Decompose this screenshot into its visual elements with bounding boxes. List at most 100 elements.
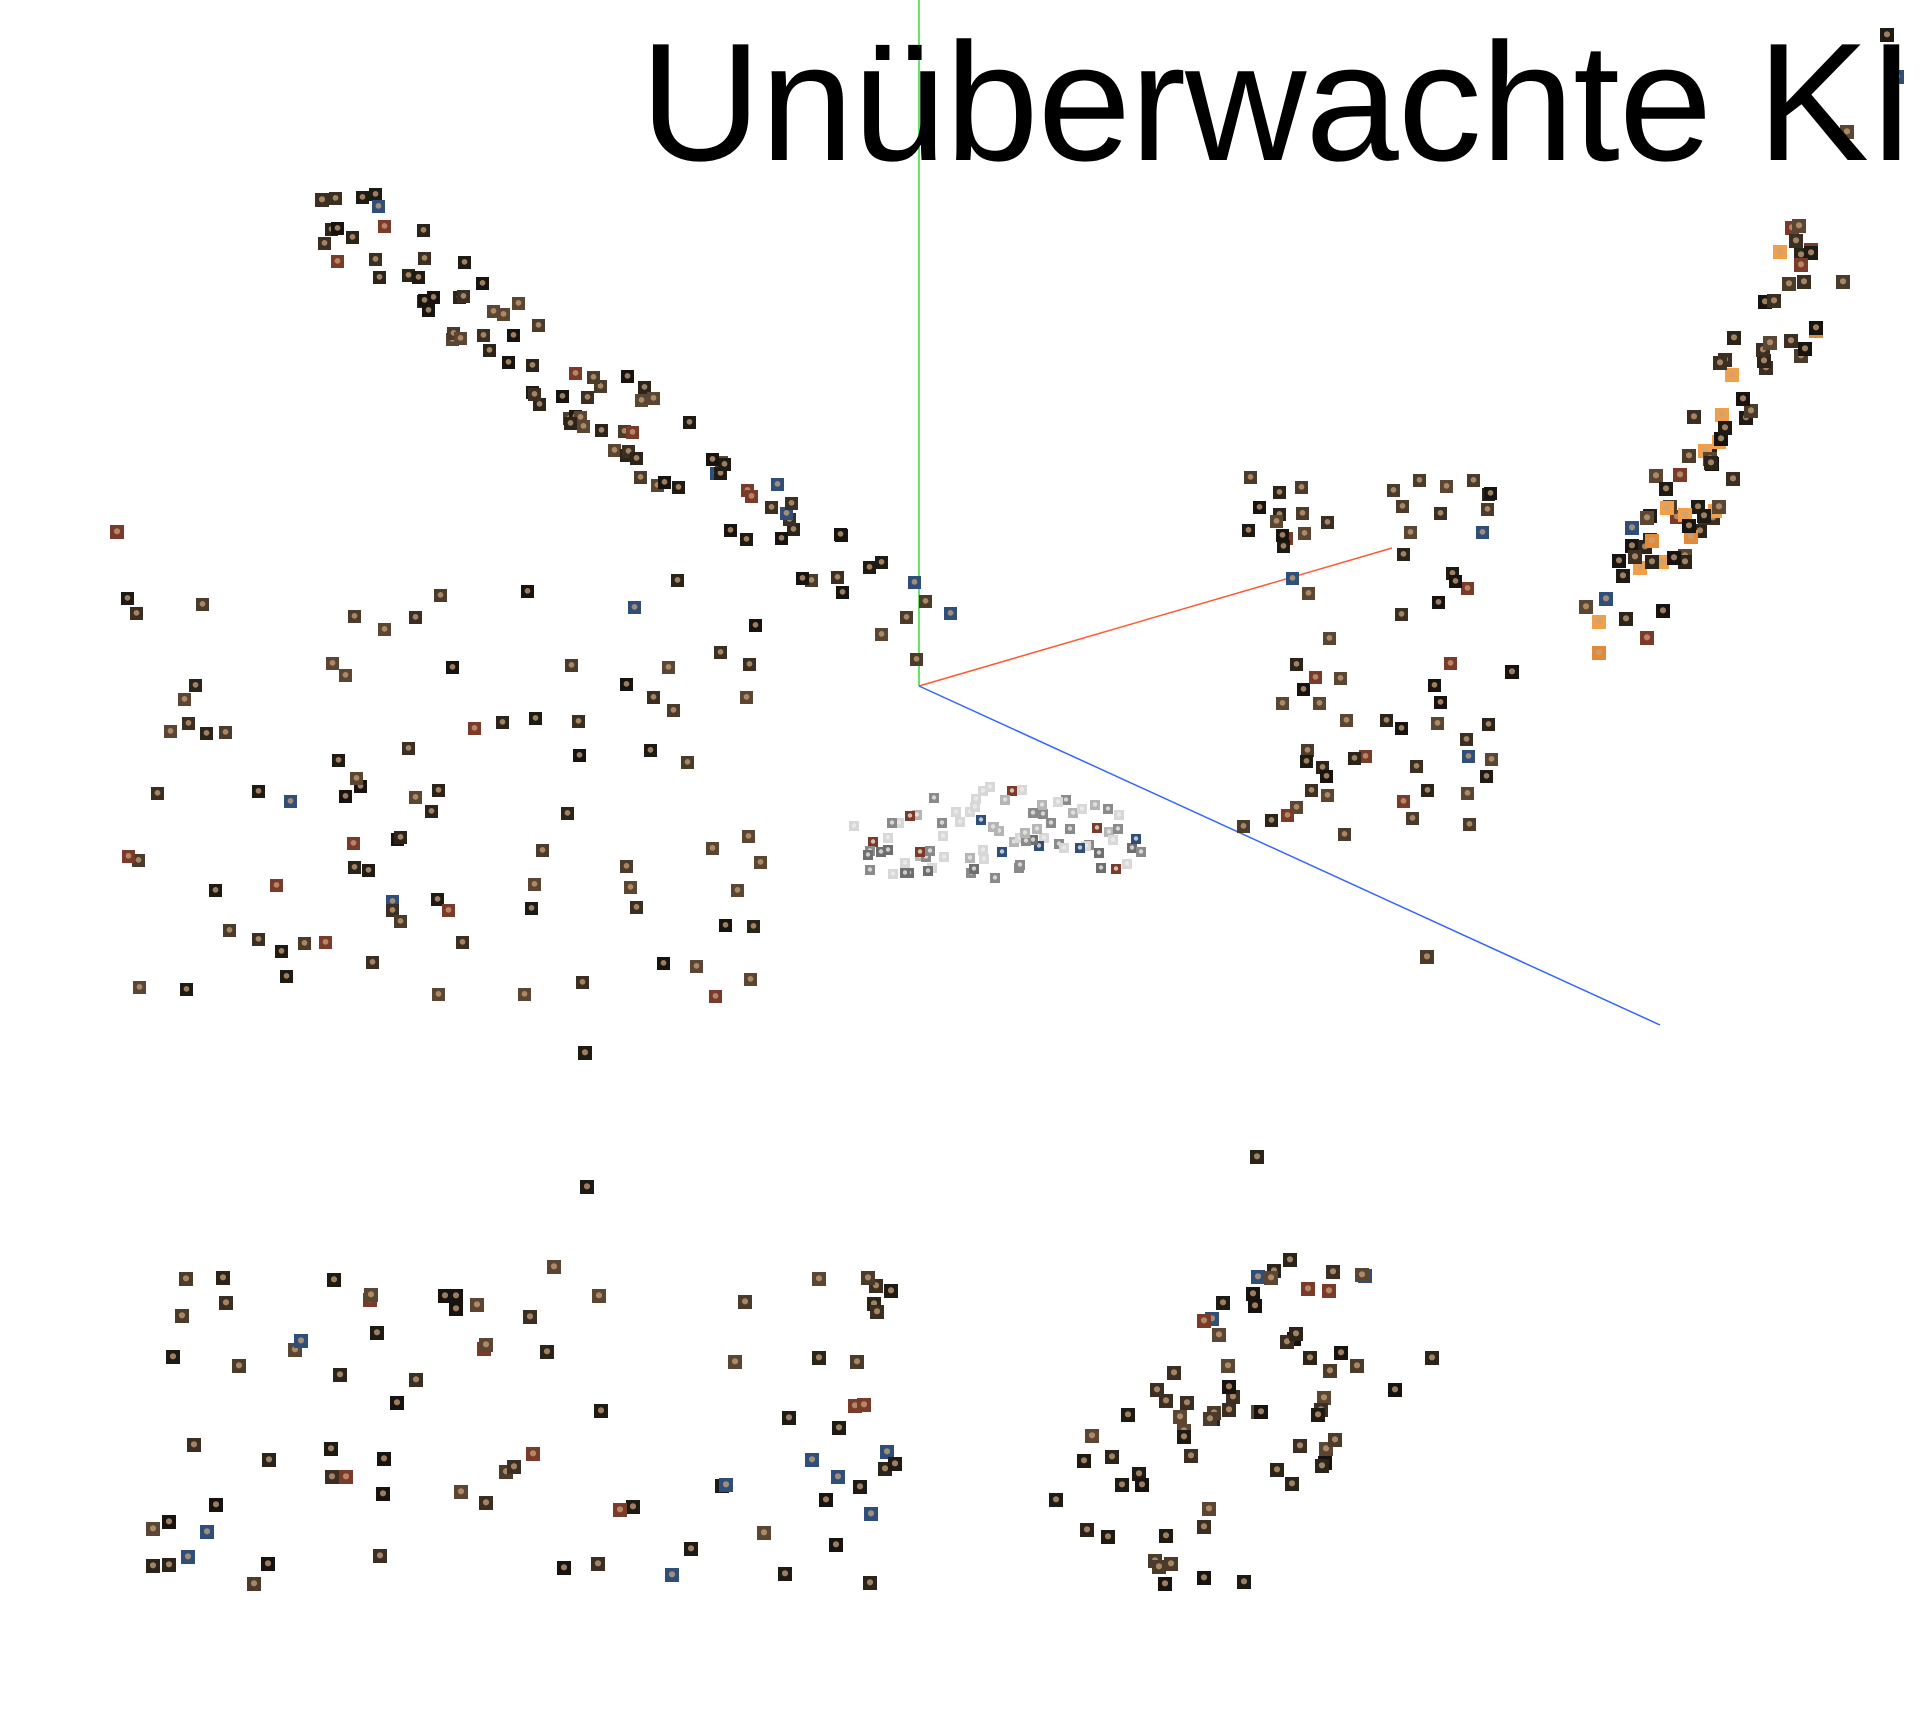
image-thumbnail-point[interactable] — [232, 1359, 246, 1373]
image-thumbnail-point[interactable] — [978, 786, 988, 796]
image-thumbnail-point[interactable] — [502, 356, 515, 369]
image-thumbnail-point[interactable] — [771, 478, 784, 491]
image-thumbnail-point[interactable] — [876, 847, 886, 857]
image-thumbnail-point[interactable] — [377, 1452, 391, 1466]
image-thumbnail-point[interactable] — [569, 367, 582, 380]
image-thumbnail-point[interactable] — [1784, 334, 1798, 348]
image-thumbnail-point[interactable] — [394, 915, 407, 928]
image-thumbnail-point[interactable] — [166, 1350, 180, 1364]
image-thumbnail-point[interactable] — [910, 653, 923, 666]
image-thumbnail-point[interactable] — [572, 715, 585, 728]
image-thumbnail-point[interactable] — [1763, 336, 1777, 350]
image-thumbnail-point[interactable] — [458, 256, 471, 269]
image-thumbnail-point[interactable] — [533, 398, 546, 411]
image-thumbnail-point[interactable] — [1794, 258, 1808, 272]
image-thumbnail-point[interactable] — [146, 1559, 160, 1573]
image-thumbnail-point[interactable] — [863, 850, 873, 860]
image-thumbnail-point[interactable] — [1348, 752, 1361, 765]
image-thumbnail-point[interactable] — [1880, 28, 1894, 42]
image-thumbnail-point[interactable] — [658, 476, 671, 489]
image-thumbnail-point[interactable] — [1599, 592, 1613, 606]
image-thumbnail-point[interactable] — [442, 904, 455, 917]
image-thumbnail-point[interactable] — [556, 390, 569, 403]
image-thumbnail-point[interactable] — [1625, 521, 1639, 535]
image-thumbnail-point[interactable] — [738, 1295, 752, 1309]
image-thumbnail-point[interactable] — [573, 749, 586, 762]
image-thumbnail-point[interactable] — [1619, 612, 1633, 626]
image-thumbnail-point[interactable] — [613, 1503, 627, 1517]
image-thumbnail-point[interactable] — [1021, 836, 1031, 846]
image-thumbnail-point[interactable] — [1782, 277, 1796, 291]
image-thumbnail-point[interactable] — [1397, 795, 1410, 808]
image-thumbnail-point[interactable] — [1108, 835, 1118, 845]
image-thumbnail-point[interactable] — [1649, 469, 1663, 483]
image-thumbnail-point[interactable] — [1682, 519, 1696, 533]
image-thumbnail-point[interactable] — [757, 1526, 771, 1540]
image-thumbnail-point[interactable] — [1767, 294, 1781, 308]
image-thumbnail-point[interactable] — [1237, 820, 1250, 833]
image-thumbnail-point[interactable] — [944, 607, 957, 620]
image-thumbnail-point[interactable] — [409, 611, 422, 624]
image-thumbnail-point[interactable] — [1276, 697, 1289, 710]
image-thumbnail-point[interactable] — [1328, 1433, 1342, 1447]
image-thumbnail-point[interactable] — [1431, 717, 1444, 730]
image-thumbnail-point[interactable] — [1301, 1282, 1315, 1296]
image-thumbnail-point[interactable] — [1645, 555, 1659, 569]
image-thumbnail-point[interactable] — [1395, 722, 1408, 735]
image-thumbnail-point[interactable] — [1410, 760, 1423, 773]
image-thumbnail-point[interactable] — [671, 574, 684, 587]
image-thumbnail-point[interactable] — [1505, 665, 1519, 679]
image-thumbnail-point[interactable] — [875, 628, 888, 641]
image-thumbnail-point[interactable] — [1053, 797, 1063, 807]
image-thumbnail-point[interactable] — [1334, 1346, 1348, 1360]
image-thumbnail-point[interactable] — [409, 1373, 423, 1387]
image-thumbnail-point[interactable] — [110, 525, 124, 539]
image-thumbnail-point[interactable] — [1718, 421, 1732, 435]
image-thumbnail-point[interactable] — [275, 945, 288, 958]
image-thumbnail-point[interactable] — [1340, 714, 1353, 727]
image-thumbnail-point[interactable] — [1616, 569, 1630, 583]
image-thumbnail-point[interactable] — [526, 359, 539, 372]
image-thumbnail-point[interactable] — [1633, 561, 1647, 575]
image-thumbnail-point[interactable] — [1482, 718, 1495, 731]
image-thumbnail-point[interactable] — [1167, 1366, 1181, 1380]
image-thumbnail-point[interactable] — [1485, 753, 1498, 766]
image-thumbnail-point[interactable] — [479, 1338, 493, 1352]
image-thumbnail-point[interactable] — [1326, 1265, 1340, 1279]
image-thumbnail-point[interactable] — [749, 619, 762, 632]
image-thumbnail-point[interactable] — [644, 744, 657, 757]
image-thumbnail-point[interactable] — [1396, 500, 1409, 513]
image-thumbnail-point[interactable] — [468, 722, 481, 735]
image-thumbnail-point[interactable] — [483, 344, 496, 357]
image-thumbnail-point[interactable] — [1283, 1253, 1297, 1267]
image-thumbnail-point[interactable] — [373, 1549, 387, 1563]
image-thumbnail-point[interactable] — [1387, 484, 1400, 497]
image-thumbnail-point[interactable] — [1481, 503, 1494, 516]
image-thumbnail-point[interactable] — [1244, 471, 1257, 484]
image-thumbnail-point[interactable] — [667, 704, 680, 717]
image-thumbnail-point[interactable] — [1248, 1299, 1262, 1313]
image-thumbnail-point[interactable] — [1127, 843, 1137, 853]
image-thumbnail-point[interactable] — [1421, 784, 1434, 797]
image-thumbnail-point[interactable] — [1713, 356, 1727, 370]
image-thumbnail-point[interactable] — [1413, 474, 1426, 487]
image-thumbnail-point[interactable] — [1173, 1410, 1187, 1424]
image-thumbnail-point[interactable] — [662, 661, 675, 674]
image-thumbnail-point[interactable] — [1311, 1408, 1325, 1422]
image-thumbnail-point[interactable] — [298, 937, 311, 950]
image-thumbnail-point[interactable] — [731, 884, 744, 897]
image-thumbnail-point[interactable] — [900, 868, 910, 878]
image-thumbnail-point[interactable] — [1113, 824, 1123, 834]
image-thumbnail-point[interactable] — [1080, 1523, 1094, 1537]
image-thumbnail-point[interactable] — [1323, 632, 1336, 645]
image-thumbnail-point[interactable] — [638, 381, 651, 394]
image-thumbnail-point[interactable] — [868, 837, 878, 847]
image-thumbnail-point[interactable] — [745, 490, 758, 503]
image-thumbnail-point[interactable] — [834, 528, 847, 541]
image-thumbnail-point[interactable] — [532, 319, 545, 332]
image-thumbnail-point[interactable] — [529, 712, 542, 725]
image-thumbnail-point[interactable] — [719, 919, 732, 932]
image-thumbnail-point[interactable] — [883, 833, 893, 843]
image-thumbnail-point[interactable] — [1434, 696, 1447, 709]
image-thumbnail-point[interactable] — [587, 371, 600, 384]
